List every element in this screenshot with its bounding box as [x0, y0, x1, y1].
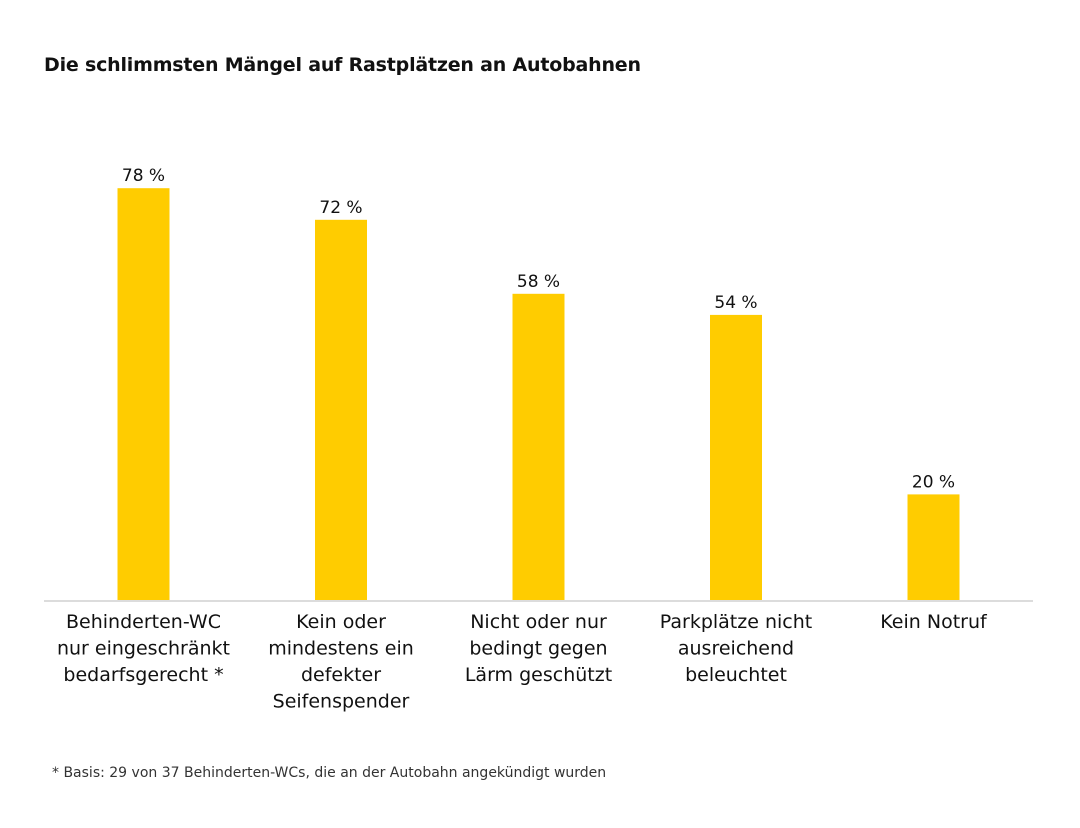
- labels-layer: 78 % Behinderten-WC nur eingeschränkt bedar…: [57, 166, 988, 712]
- value-label-3: 58 %: [517, 272, 560, 292]
- value-label-5: 20 %: [912, 472, 955, 492]
- chart-title: Die schlimmsten Mängel auf Rastplätzen a…: [44, 54, 641, 76]
- bar-4: [710, 314, 762, 600]
- category-label-2: Kein oder mindestens ein defekter Seifenspe…: [268, 611, 414, 713]
- category-label-4: Parkplätze nicht ausreichend beleuchtet: [660, 611, 812, 686]
- category-label-5: Kein Notruf: [880, 611, 988, 633]
- bar-3: [512, 293, 565, 600]
- category-label-3: Nicht oder nur bedingt gegen Lärm geschütz…: [465, 611, 612, 686]
- footnote: * Basis: 29 von 37 Behinderten-WCs, die …: [52, 765, 607, 781]
- bars-layer: [117, 188, 960, 601]
- value-label-1: 78 %: [122, 166, 165, 186]
- category-label-1: Behinderten-WC nur eingeschränkt bedarfsge…: [57, 611, 230, 686]
- bar-5: [907, 494, 960, 600]
- value-label-4: 54 %: [714, 293, 757, 313]
- bar-1: [117, 188, 170, 600]
- bar-2: [315, 219, 367, 601]
- value-label-2: 72 %: [319, 198, 362, 218]
